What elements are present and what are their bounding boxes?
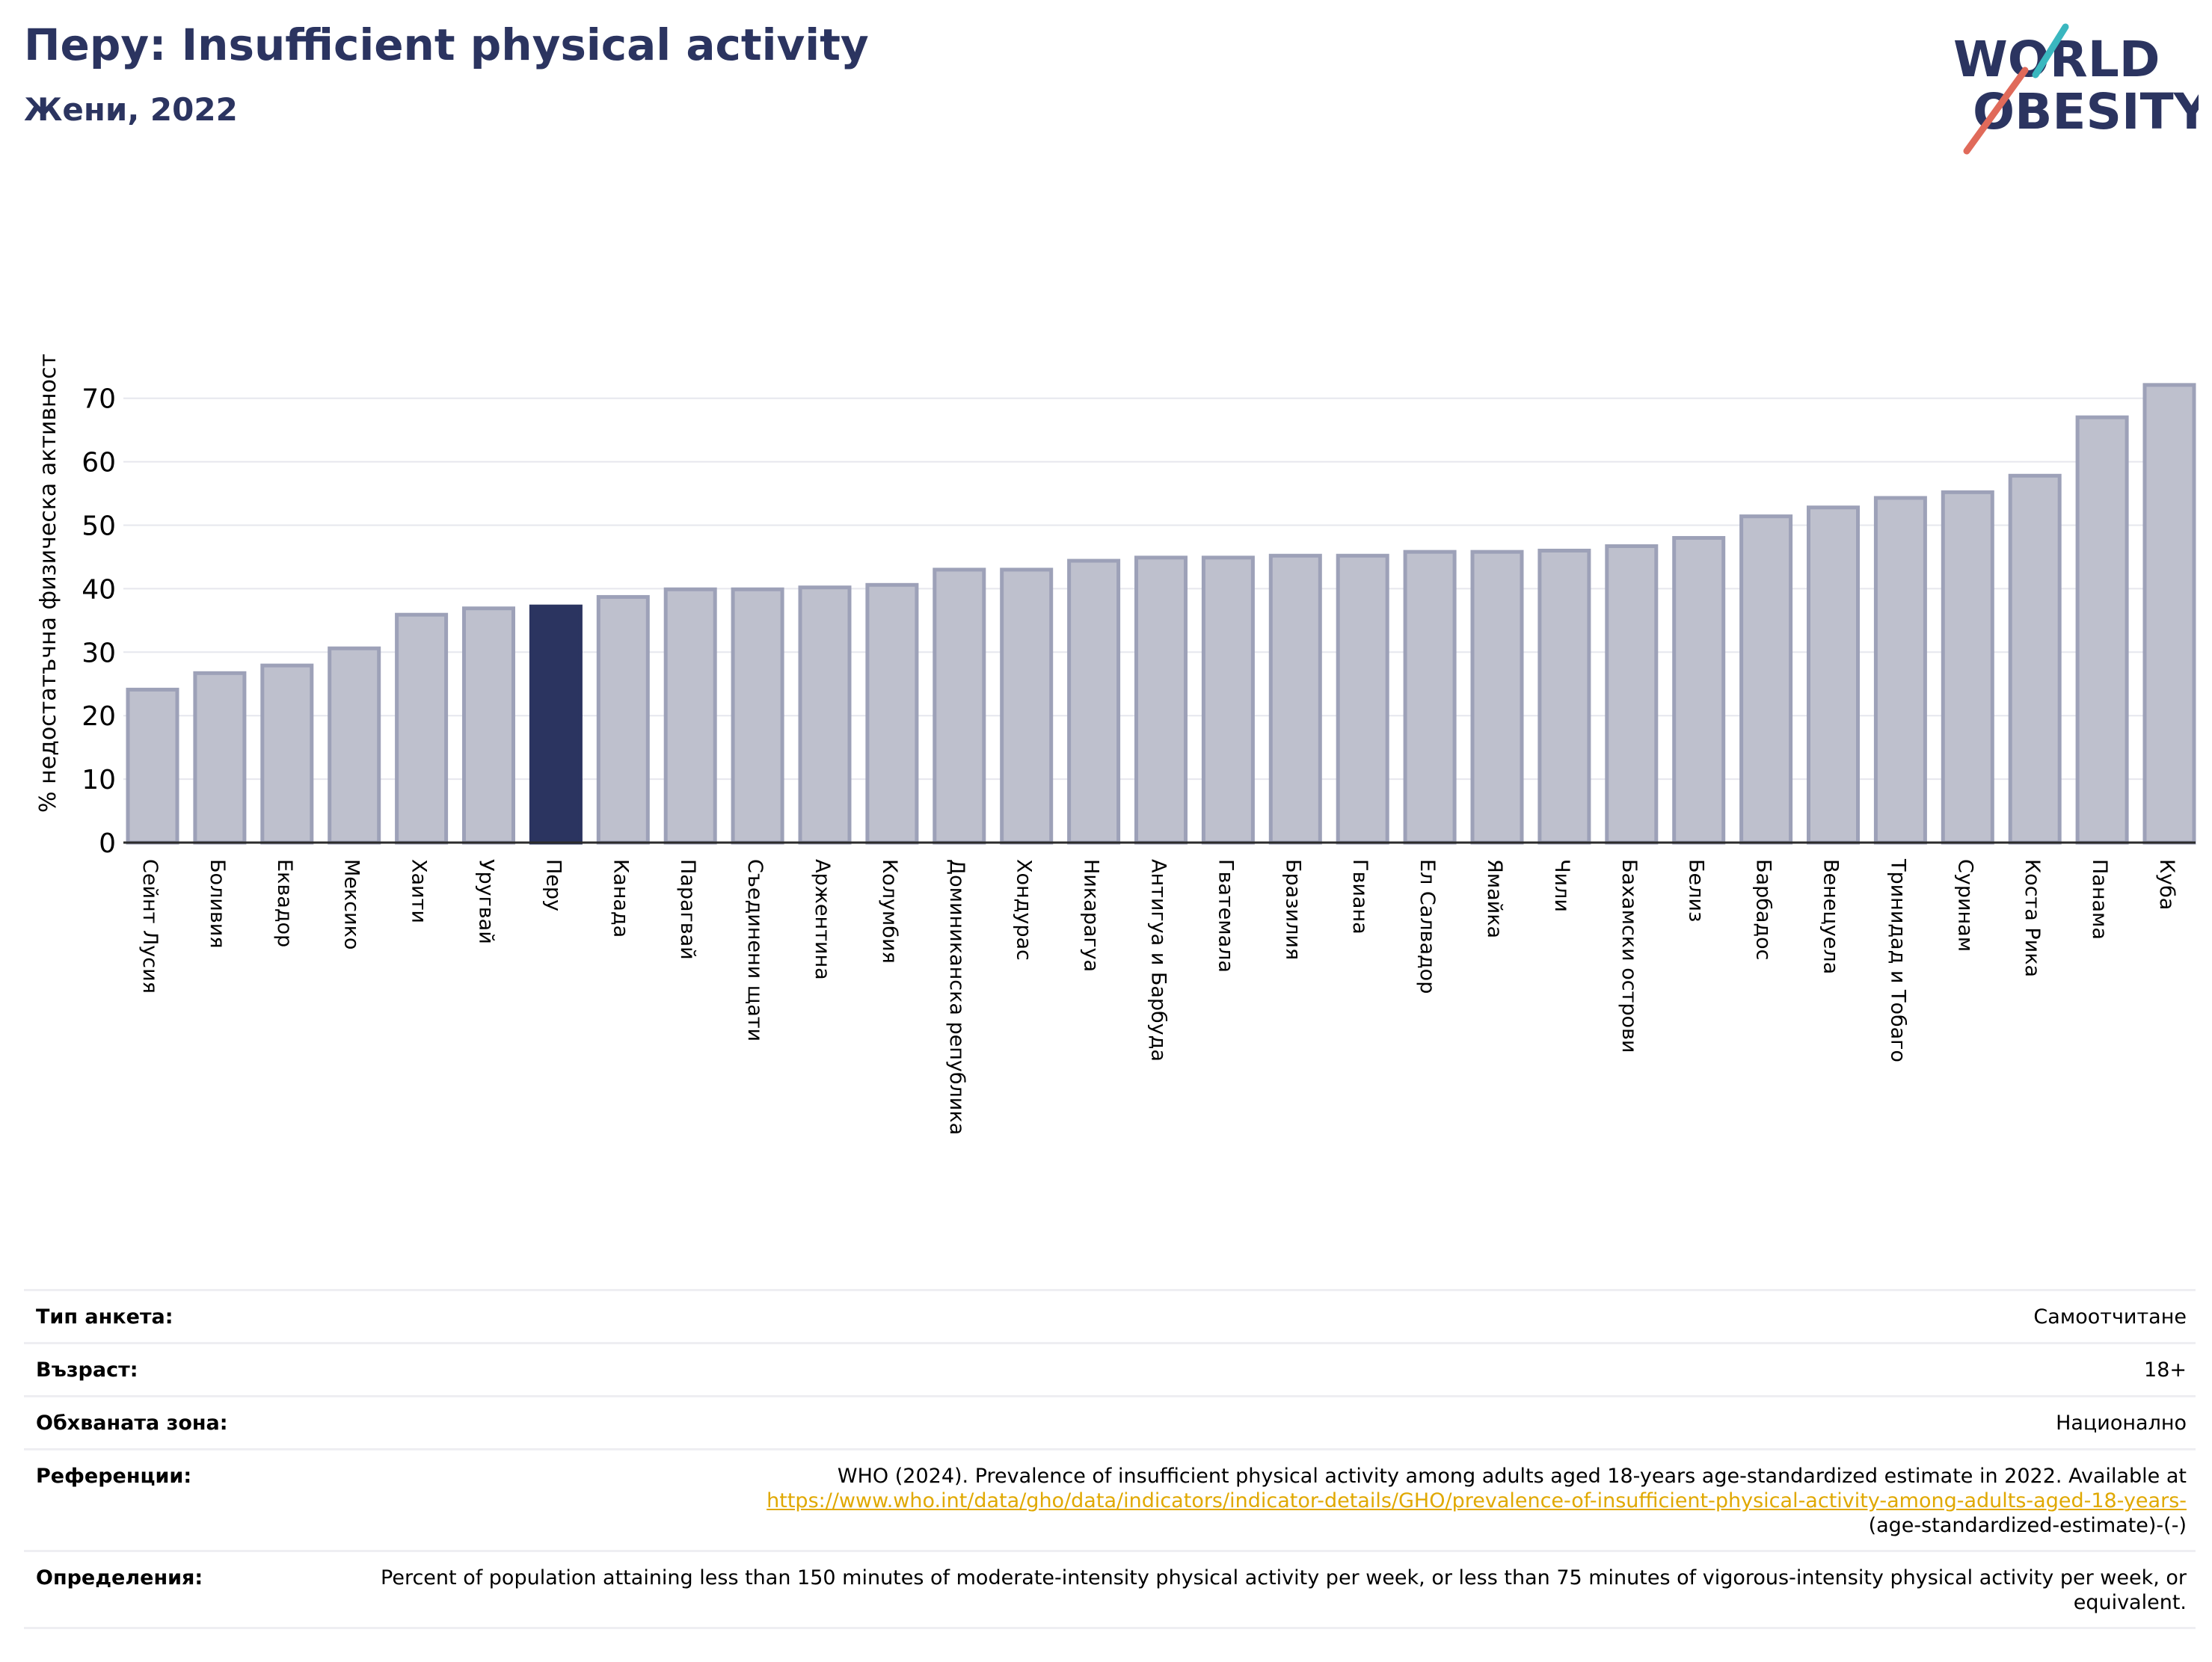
- bar: [2075, 415, 2129, 845]
- y-tick-label: 10: [82, 765, 116, 795]
- x-tick-label: Аржентина: [811, 859, 834, 980]
- x-tick-label: Хаити: [408, 859, 431, 923]
- area-label: Обхваната зона:: [36, 1412, 228, 1435]
- x-tick-label: Панама: [2088, 859, 2111, 940]
- x-tick-label: Хондурас: [1013, 859, 1036, 961]
- y-tick-label: 0: [99, 828, 116, 859]
- x-tick-label: Перу: [541, 859, 565, 911]
- bar: [260, 663, 314, 845]
- bar: [1873, 496, 1927, 845]
- bar: [663, 587, 717, 845]
- bar: [2008, 473, 2062, 845]
- references-tail: (age-standardized-estimate)-(-): [1868, 1514, 2187, 1537]
- bar: [1672, 535, 1726, 845]
- x-tick-label: Парагвай: [676, 859, 699, 960]
- x-tick-label: Гвиана: [1348, 859, 1371, 935]
- survey-type-label: Тип анкета:: [36, 1305, 173, 1329]
- x-tick-label: Антигуа и Барбуда: [1147, 859, 1170, 1062]
- bar-highlighted: [529, 604, 583, 845]
- x-tick-label: Боливия: [206, 859, 229, 949]
- info-row-area: Обхваната зона: Национално: [24, 1397, 2196, 1450]
- bar: [865, 582, 919, 845]
- y-tick-label: 20: [82, 701, 116, 732]
- info-table: Тип анкета: Самоотчитане Възраст: 18+ Об…: [24, 1289, 2196, 1629]
- x-tick-label: Белиз: [1685, 859, 1708, 922]
- x-tick-label: Чили: [1550, 859, 1573, 912]
- bar: [193, 671, 247, 845]
- x-tick-label: Канада: [609, 859, 632, 938]
- bar: [1941, 490, 1994, 845]
- bar: [1201, 555, 1255, 845]
- x-tick-label: Колумбия: [878, 859, 901, 964]
- bar: [126, 687, 179, 845]
- survey-type-value: Самоотчитане: [2033, 1305, 2187, 1329]
- bar: [596, 594, 650, 845]
- bars: [126, 383, 2196, 845]
- x-tick-label: Доминиканска република: [945, 859, 968, 1135]
- x-tick-label: Уругвай: [475, 859, 498, 944]
- bar: [1470, 550, 1524, 845]
- world-obesity-logo: WORLD OBESITY: [1953, 23, 2199, 155]
- page-title: Перу: Insufficient physical activity: [24, 19, 869, 70]
- bar: [395, 612, 449, 845]
- info-row-survey: Тип анкета: Самоотчитане: [24, 1291, 2196, 1344]
- y-tick-label: 40: [82, 574, 116, 605]
- bar: [731, 587, 784, 845]
- info-row-definitions: Определения: Percent of population attai…: [24, 1552, 2196, 1629]
- x-tick-label: Мексико: [340, 859, 363, 950]
- y-axis-ticks: 0 10 20 30 40 50 60 70: [82, 384, 116, 859]
- age-value: 18+: [2144, 1358, 2187, 1382]
- x-tick-label: Никарагуа: [1080, 859, 1103, 972]
- bar: [1537, 548, 1591, 845]
- bar: [1268, 553, 1322, 845]
- y-tick-label: 50: [82, 511, 116, 542]
- x-tick-label: Коста Рика: [2021, 859, 2044, 977]
- info-row-references: Референции: WHO (2024). Prevalence of in…: [24, 1450, 2196, 1552]
- x-tick-label: Тринидад и Тобаго: [1886, 858, 1909, 1062]
- bar: [933, 567, 986, 845]
- references-value: WHO (2024). Prevalence of insufficient p…: [766, 1464, 2187, 1538]
- x-tick-label: Съединени щати: [743, 859, 766, 1041]
- x-tick-label: Барбадос: [1752, 859, 1775, 960]
- bar: [1134, 555, 1188, 845]
- references-text: WHO (2024). Prevalence of insufficient p…: [837, 1465, 2187, 1488]
- x-tick-label: Ел Салвадор: [1416, 859, 1439, 994]
- x-tick-label: Сейнт Лусия: [138, 859, 162, 994]
- y-tick-label: 70: [82, 384, 116, 415]
- x-tick-label: Куба: [2155, 859, 2178, 910]
- info-row-age: Възраст: 18+: [24, 1344, 2196, 1397]
- y-tick-label: 60: [82, 448, 116, 478]
- y-axis-label: % недостатъчна физическа активност: [35, 354, 61, 813]
- bar: [1739, 514, 1793, 845]
- x-tick-label: Гватемала: [1214, 859, 1237, 973]
- x-tick-label: Бразилия: [1281, 859, 1304, 960]
- bar: [1807, 505, 1860, 845]
- definitions-value: Percent of population attaining less tha…: [381, 1566, 2187, 1614]
- bar: [1067, 558, 1121, 845]
- age-label: Възраст:: [36, 1358, 138, 1382]
- x-tick-label: Венецуела: [1819, 859, 1843, 974]
- references-label: Референции:: [36, 1465, 192, 1488]
- x-axis-ticks: Сейнт Лусия Боливия Еквадор Мексико Хаити Уру…: [138, 858, 2178, 1135]
- bar: [2142, 383, 2196, 845]
- bar: [462, 606, 515, 845]
- bar: [328, 646, 381, 845]
- bar: [1605, 544, 1659, 845]
- x-tick-label: Ямайка: [1483, 859, 1506, 938]
- y-tick-label: 30: [82, 638, 116, 668]
- bar: [1336, 553, 1389, 845]
- definitions-label: Определения:: [36, 1566, 203, 1589]
- bar-chart: 0 10 20 30 40 50 60 70 Сейнт Лусия Боливия Еквадо…: [35, 354, 2196, 1135]
- logo-slash-coral: [1963, 67, 2029, 155]
- bar: [1000, 567, 1054, 845]
- page-subtitle: Жени, 2022: [24, 91, 238, 128]
- x-tick-label: Еквадор: [273, 859, 296, 947]
- bar: [1403, 550, 1457, 845]
- references-link[interactable]: https://www.who.int/data/gho/data/indica…: [766, 1489, 2187, 1512]
- area-value: Национално: [2056, 1412, 2187, 1435]
- x-tick-label: Бахамски острови: [1617, 859, 1641, 1053]
- logo-slash-teal: [2032, 23, 2069, 79]
- x-tick-label: Суринам: [1953, 859, 1976, 952]
- bar: [798, 585, 852, 845]
